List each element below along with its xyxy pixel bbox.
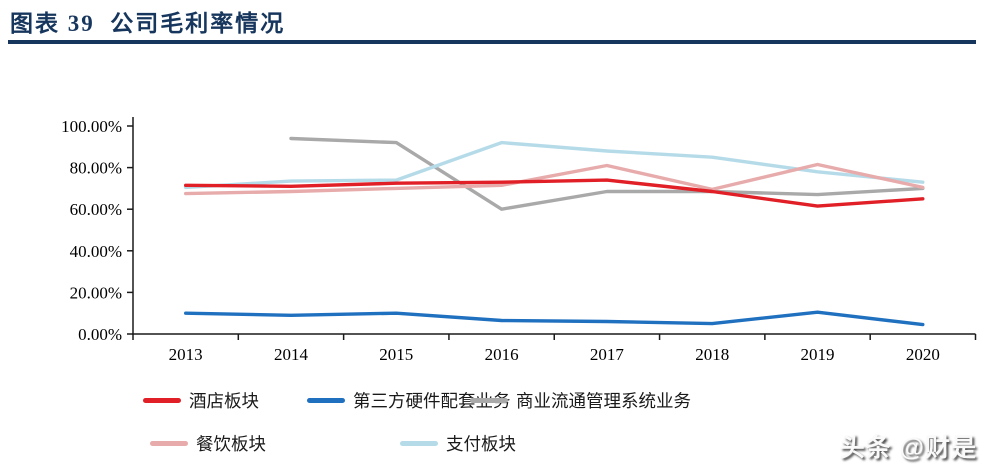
x-axis-label: 2017: [590, 345, 625, 364]
x-axis-label: 2014: [274, 345, 309, 364]
y-axis-label: 80.00%: [70, 159, 122, 178]
watermark-text: 头条 @财是: [839, 434, 977, 462]
series-line-hotel: [184, 178, 925, 208]
legend-item-commerce-circulation: 商业流通管理系统业务: [470, 388, 691, 413]
title-divider-rule: [8, 40, 976, 44]
legend-label: 支付板块: [446, 434, 516, 454]
legend-label: 第三方硬件配套业务: [353, 391, 511, 411]
legend-swatch: [307, 398, 345, 403]
legend-item-third-party-hardware: 第三方硬件配套业务: [307, 388, 511, 413]
x-axis-label: 2018: [695, 345, 729, 364]
series-line-third-party-hardware: [184, 310, 925, 327]
legend-swatch: [400, 441, 438, 446]
legend-label: 商业流通管理系统业务: [516, 391, 691, 411]
legend-item-hotel: 酒店板块: [143, 388, 259, 413]
x-axis-label: 2016: [485, 345, 519, 364]
legend-label: 酒店板块: [189, 391, 259, 411]
gross-margin-line-chart: 0.00% 20.00% 40.00% 60.00% 80.00% 100.00% 2013…: [61, 117, 977, 364]
y-axis-label: 0.00%: [78, 325, 122, 344]
y-axis-label: 100.00%: [61, 117, 122, 136]
x-axis-label: 2019: [801, 345, 835, 364]
series-line-commerce-circulation: [289, 136, 925, 211]
series-line-catering: [184, 162, 925, 196]
x-axis-label: 2015: [379, 345, 413, 364]
x-axis-label: 2013: [169, 345, 203, 364]
legend-item-catering: 餐饮板块: [150, 431, 266, 456]
legend-swatch: [143, 398, 181, 403]
y-axis-label: 60.00%: [70, 200, 122, 219]
legend-label: 餐饮板块: [196, 434, 266, 454]
x-axis-label: 2020: [906, 345, 940, 364]
y-axis-label: 20.00%: [70, 283, 122, 302]
y-axis-label: 40.00%: [70, 242, 122, 261]
legend-swatch: [470, 398, 508, 403]
legend-swatch: [150, 441, 188, 446]
legend-item-payment: 支付板块: [400, 431, 516, 456]
figure-title: 图表 39 公司毛利率情况: [10, 11, 286, 36]
